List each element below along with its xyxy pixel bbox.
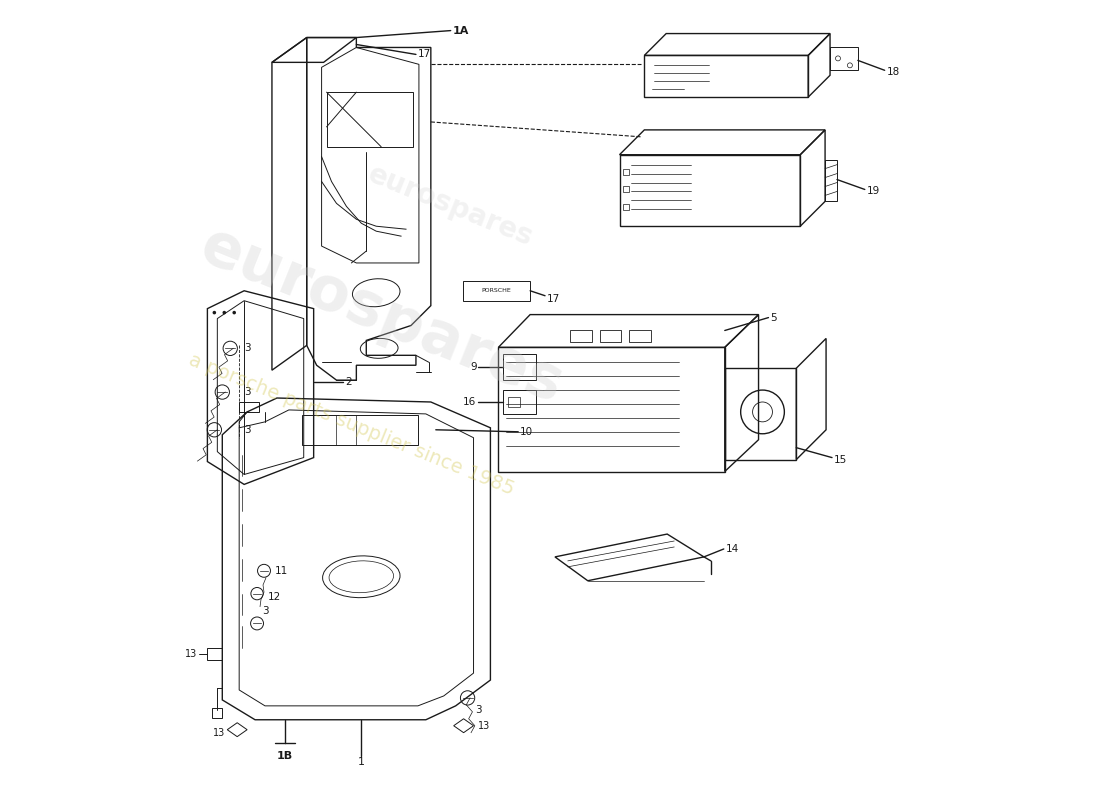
Text: 3: 3 — [244, 343, 251, 354]
Text: 3: 3 — [244, 387, 251, 397]
Bar — [624, 186, 629, 193]
Bar — [570, 330, 592, 342]
Text: 13: 13 — [477, 721, 490, 730]
Text: 14: 14 — [726, 544, 739, 554]
Text: 11: 11 — [275, 566, 288, 576]
Bar — [624, 169, 629, 174]
Text: 17: 17 — [418, 50, 431, 59]
Bar — [208, 648, 222, 660]
Text: 3: 3 — [475, 705, 482, 715]
Text: 1: 1 — [358, 758, 365, 767]
Text: 3: 3 — [262, 606, 268, 615]
Circle shape — [212, 311, 216, 314]
Bar — [624, 204, 629, 210]
Text: 1B: 1B — [277, 750, 293, 761]
Text: 2: 2 — [345, 377, 352, 387]
Circle shape — [222, 311, 227, 314]
Text: eurospares: eurospares — [364, 161, 538, 252]
Text: 3: 3 — [244, 425, 251, 434]
Text: 13: 13 — [185, 650, 198, 659]
Text: 9: 9 — [470, 362, 476, 372]
Text: 1A: 1A — [453, 26, 469, 35]
Text: 16: 16 — [463, 397, 476, 407]
Text: 18: 18 — [887, 67, 900, 78]
Bar — [212, 708, 222, 718]
Text: 19: 19 — [867, 186, 880, 197]
Text: 10: 10 — [520, 426, 534, 437]
Text: 15: 15 — [834, 454, 847, 465]
Bar — [629, 330, 651, 342]
Text: 17: 17 — [547, 294, 560, 304]
Text: 13: 13 — [213, 728, 226, 738]
Text: 12: 12 — [268, 592, 282, 602]
Text: PORSCHE: PORSCHE — [482, 288, 512, 294]
Text: eurospares: eurospares — [191, 216, 571, 415]
Bar — [508, 397, 520, 407]
Bar — [600, 330, 621, 342]
Circle shape — [232, 311, 236, 314]
Text: 5: 5 — [770, 313, 777, 322]
Text: a porsche parts supplier since 1985: a porsche parts supplier since 1985 — [186, 350, 517, 499]
